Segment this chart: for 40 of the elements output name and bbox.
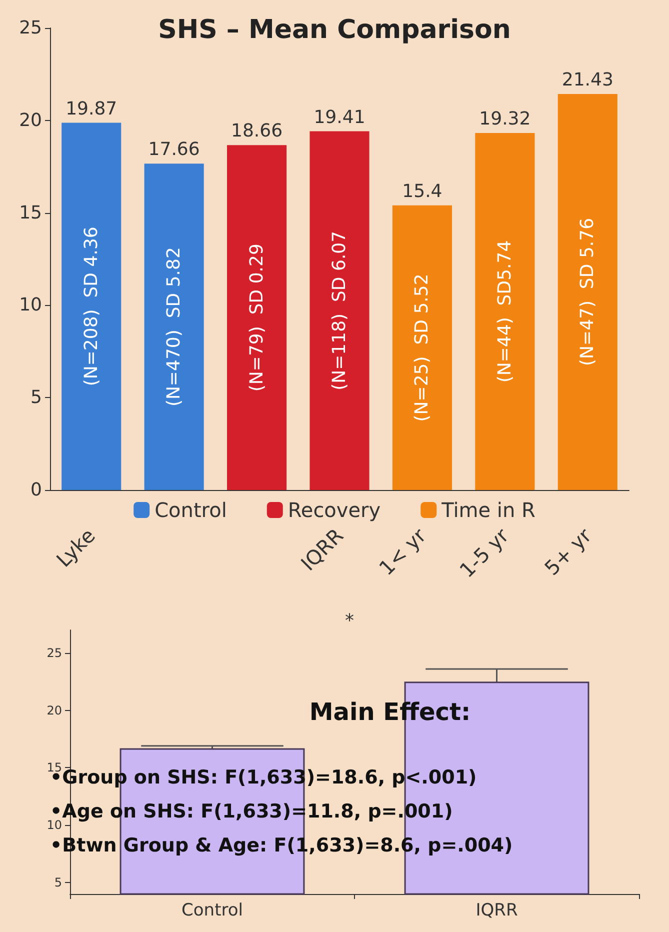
y-tick-label: 10 bbox=[19, 294, 42, 316]
y-tick-label: 5 bbox=[30, 387, 42, 408]
annotation: (N=47) SD 5.76 bbox=[577, 218, 598, 366]
x-tick-label: IQRR bbox=[476, 900, 518, 920]
legend-label: Control bbox=[154, 498, 227, 522]
bar bbox=[62, 122, 122, 490]
annotation: (N=208) SD 4.36 bbox=[80, 226, 102, 386]
y-tick-label: 15 bbox=[19, 202, 42, 224]
bar bbox=[392, 205, 452, 490]
annotation: (N=25) SD 5.52 bbox=[412, 274, 433, 422]
legend-label: Time in R bbox=[440, 498, 536, 522]
bar bbox=[475, 132, 535, 490]
annotation: (N=470) SD 5.82 bbox=[164, 247, 185, 407]
data-label: 19.32 bbox=[479, 108, 531, 130]
data-label: 19.87 bbox=[66, 98, 118, 120]
y-tick-label: 5 bbox=[54, 876, 62, 890]
bar bbox=[310, 131, 370, 490]
data-label: 17.66 bbox=[148, 139, 200, 160]
y-tick-label: 0 bbox=[30, 480, 42, 500]
y-tick-label: 25 bbox=[46, 646, 62, 660]
annotation: (N=44) SD5.74 bbox=[494, 240, 516, 383]
data-label: 19.41 bbox=[314, 106, 366, 128]
data-label: 21.43 bbox=[562, 69, 614, 90]
x-tick-label: 5+ yr bbox=[540, 522, 597, 580]
annotation: * bbox=[345, 610, 354, 632]
x-tick-label: 1< yr bbox=[374, 522, 432, 580]
chart-title: SHS – Mean Comparison bbox=[158, 15, 511, 45]
legend-label: Recovery bbox=[288, 498, 381, 522]
annotation: (N=79) SD 0.29 bbox=[246, 244, 268, 392]
y-tick-label: 25 bbox=[19, 18, 42, 38]
annotation: (N=118) SD 6.07 bbox=[329, 230, 350, 390]
bar bbox=[144, 164, 204, 490]
bar bbox=[227, 145, 287, 490]
y-tick-label: 10 bbox=[46, 818, 62, 832]
y-tick-label: 20 bbox=[46, 703, 62, 718]
x-tick-label: 1-5 yr bbox=[454, 522, 514, 582]
bar bbox=[558, 94, 618, 490]
data-label: 18.66 bbox=[231, 120, 283, 142]
data-label: 15.4 bbox=[402, 180, 442, 202]
y-tick-label: 20 bbox=[19, 110, 42, 131]
